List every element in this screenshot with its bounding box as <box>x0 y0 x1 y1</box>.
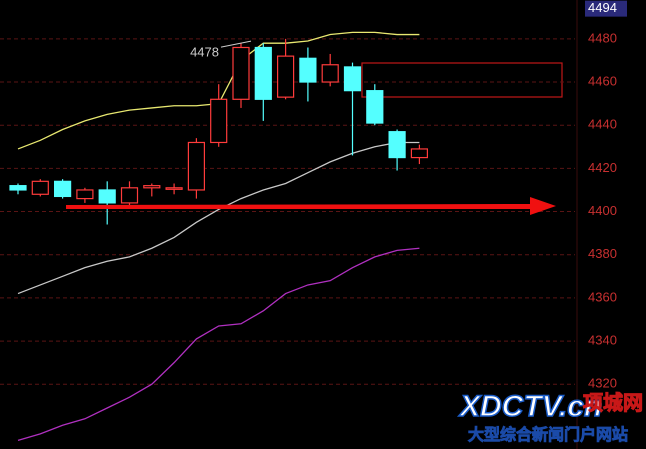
y-tick-label: 4440 <box>588 117 617 132</box>
candle-body <box>98 189 116 204</box>
y-tick-label: 4360 <box>588 289 617 304</box>
candle-body <box>76 189 94 200</box>
candle-body <box>187 141 205 191</box>
highlight-box <box>361 62 563 98</box>
candle-body <box>165 187 183 190</box>
candle-body <box>143 185 161 189</box>
candle-body <box>366 90 384 124</box>
indicator-line <box>17 141 420 295</box>
candle-body <box>31 180 49 195</box>
y-tick-label: 4340 <box>588 333 617 348</box>
candle-body <box>254 46 272 100</box>
y-tick-label: 4420 <box>588 160 617 175</box>
candle-body <box>299 57 317 83</box>
annotation-leader <box>220 40 252 48</box>
last-price-label: 4494 <box>588 0 617 15</box>
candle-body <box>388 131 406 159</box>
y-tick-label: 4480 <box>588 30 617 45</box>
y-tick-label: 4380 <box>588 246 617 261</box>
candle-body <box>53 180 72 198</box>
plot-area: 4320 4340 4360 4380 4400 4420 4440 4460 4480 4478 <box>0 30 617 441</box>
y-tick-label: 4460 <box>588 73 617 88</box>
watermark-site: 项城网 <box>583 390 643 414</box>
annotation: 4478 <box>190 45 219 60</box>
watermark-brand: XDCTV.cn <box>458 390 602 423</box>
y-tick-label: 4400 <box>588 203 617 218</box>
candle-body <box>277 55 295 98</box>
candle-body <box>343 66 362 92</box>
y-tick-label: 4320 <box>588 376 617 391</box>
candle-body <box>410 148 428 159</box>
candle-body <box>321 64 339 83</box>
last-price-box <box>585 0 627 17</box>
candle-body <box>232 46 250 100</box>
watermark: XDCTV.cn 项城网 大型综合新闻门户网站 <box>457 389 643 444</box>
candle-body <box>9 185 27 191</box>
candle-body <box>120 187 139 204</box>
candle-body <box>210 98 228 144</box>
indicator-line <box>17 247 420 441</box>
arrow <box>66 197 556 215</box>
watermark-slogan: 大型综合新闻门户网站 <box>468 425 628 444</box>
